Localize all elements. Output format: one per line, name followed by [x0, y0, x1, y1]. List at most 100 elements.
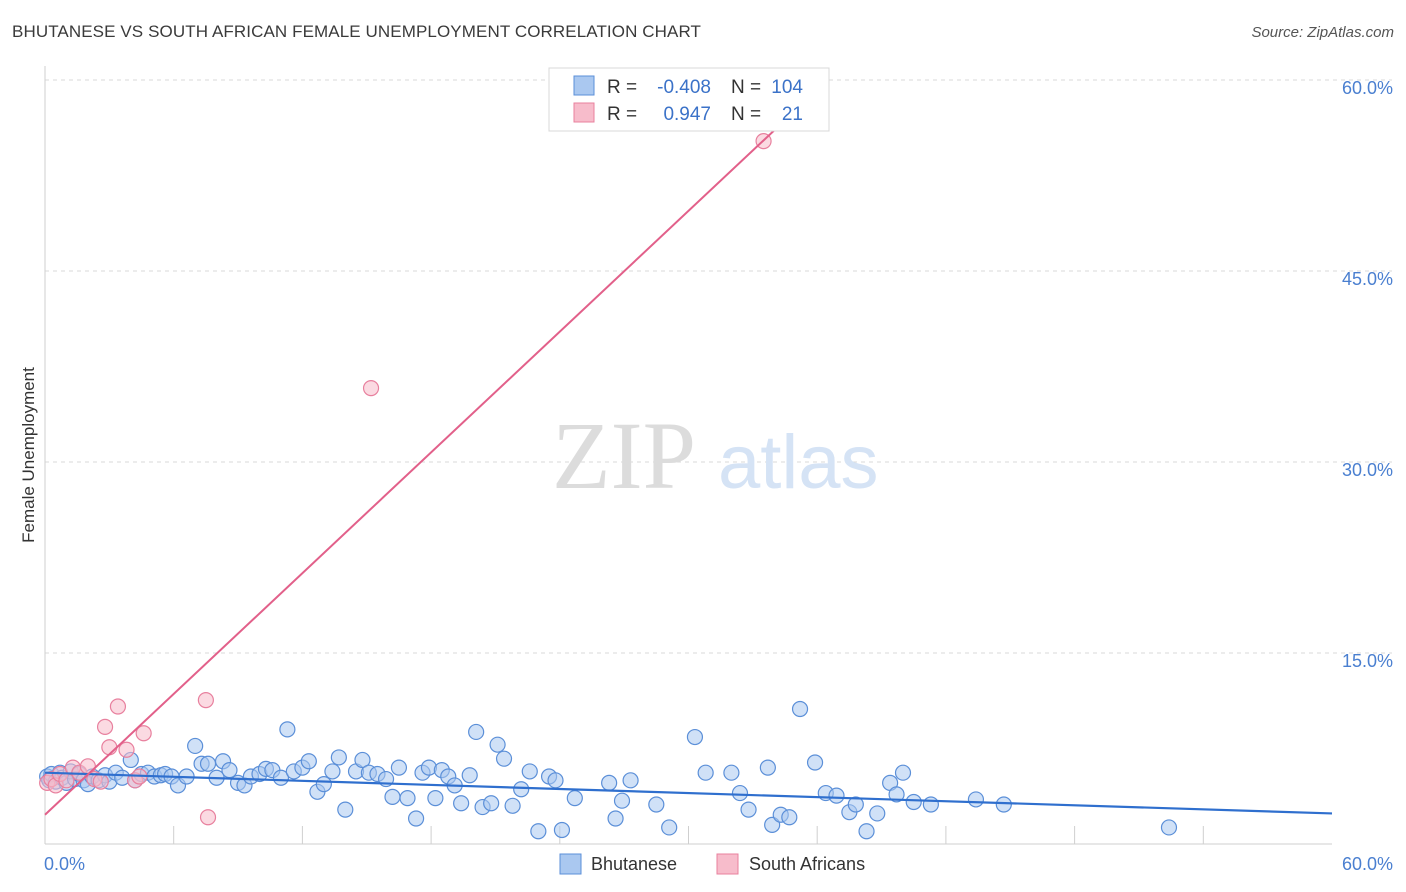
watermark-atlas: atlas — [718, 420, 879, 505]
stats-r-value-south-africans: 0.947 — [663, 104, 711, 125]
legend-label-south-africans[interactable]: South Africans — [749, 854, 865, 874]
bhutanese-point — [461, 767, 478, 784]
stats-r-label-bhutanese: R = — [607, 77, 637, 98]
bhutanese-point — [279, 721, 296, 738]
bhutanese-point — [427, 790, 444, 807]
legend-swatch-bhutanese[interactable] — [559, 853, 582, 875]
bottom-legend: Bhutanese South Africans — [559, 853, 865, 875]
bhutanese-point — [894, 764, 912, 781]
stats-n-value-bhutanese: 104 — [771, 77, 803, 98]
bhutanese-point — [384, 788, 401, 805]
y-tick-label-30: 30.0% — [1342, 460, 1393, 480]
bhutanese-point — [847, 796, 864, 813]
stats-r-value-bhutanese: -0.408 — [657, 77, 711, 98]
bhutanese-point — [330, 749, 347, 766]
watermark: ZIP atlas — [552, 402, 879, 509]
legend-label-bhutanese[interactable]: Bhutanese — [591, 854, 677, 874]
bhutanese-point — [731, 784, 749, 802]
watermark-zip: ZIP — [552, 402, 696, 509]
bhutanese-point — [828, 787, 845, 804]
trend-line-bhutanese — [44, 771, 1333, 815]
bhutanese-point — [324, 763, 341, 780]
bhutanese-point — [407, 810, 425, 827]
bhutanese-point — [504, 797, 521, 814]
y-axis-title: Female Unemployment — [19, 367, 38, 543]
stats-swatch-south-africans — [573, 102, 595, 123]
bhutanese-point — [566, 790, 583, 807]
bhutanese-point — [922, 796, 939, 813]
bhutanese-point — [530, 823, 547, 840]
bhutanese-point — [686, 728, 704, 746]
south-african-point — [199, 809, 217, 826]
y-tick-labels: 15.0% 30.0% 45.0% 60.0% — [1342, 78, 1393, 671]
stats-legend-box — [548, 67, 830, 132]
stats-swatch-bhutanese — [573, 75, 595, 96]
bhutanese-point — [905, 793, 922, 811]
bhutanese-point — [607, 810, 624, 827]
bhutanese-point — [468, 723, 485, 741]
legend-swatch-south-africans[interactable] — [716, 853, 739, 875]
bhutanese-point — [399, 790, 416, 807]
bhutanese-point — [781, 809, 798, 826]
y-tick-label-45: 45.0% — [1342, 269, 1393, 289]
bhutanese-point — [199, 755, 217, 772]
bhutanese-point — [858, 823, 875, 840]
bhutanese-point — [513, 781, 530, 798]
bhutanese-point — [622, 772, 639, 789]
bhutanese-point — [489, 736, 506, 753]
y-tick-label-60: 60.0% — [1342, 78, 1393, 98]
bhutanese-point — [648, 796, 665, 813]
bhutanese-point — [806, 754, 824, 771]
south-african-point — [362, 380, 380, 397]
stats-n-label-bhutanese: N = — [731, 77, 761, 98]
south-african-point — [118, 741, 135, 758]
bhutanese-point — [390, 759, 408, 776]
bhutanese-point — [661, 819, 678, 836]
x-tick-label-max: 60.0% — [1342, 854, 1393, 874]
stats-n-label-south-africans: N = — [731, 104, 761, 125]
source-label: Source: ZipAtlas.com — [1251, 24, 1394, 41]
bhutanese-point — [547, 772, 564, 789]
bhutanese-point — [697, 764, 714, 781]
bhutanese-point — [553, 821, 571, 839]
bhutanese-point — [740, 801, 757, 818]
chart-title: BHUTANESE VS SOUTH AFRICAN FEMALE UNEMPL… — [12, 22, 702, 41]
bhutanese-point — [453, 795, 470, 812]
bhutanese-point — [995, 796, 1012, 813]
stats-legend: R = -0.408 N = 104 R = 0.947 N = 21 — [548, 67, 830, 132]
bhutanese-point — [613, 792, 631, 809]
south-african-point — [109, 698, 127, 715]
bhutanese-point — [521, 763, 538, 780]
bhutanese-point — [483, 795, 500, 812]
south-african-point — [92, 773, 109, 790]
bhutanese-point — [723, 764, 740, 781]
bhutanese-point — [221, 762, 238, 779]
trend-line-south-africans — [44, 79, 829, 816]
bhutanese-point — [300, 753, 317, 770]
x-tick-label-min: 0.0% — [44, 854, 85, 874]
bhutanese-point — [759, 759, 776, 776]
gridlines — [45, 79, 1392, 654]
south-african-point — [96, 718, 114, 735]
stats-r-label-south-africans: R = — [607, 104, 637, 125]
south-african-point — [135, 725, 152, 742]
bhutanese-point — [337, 801, 354, 818]
stats-n-value-south-africans: 21 — [782, 104, 803, 125]
bhutanese-point — [187, 737, 204, 755]
bhutanese-point — [888, 786, 905, 803]
y-tick-label-15: 15.0% — [1342, 651, 1393, 671]
south-african-point — [101, 739, 118, 756]
bhutanese-point — [791, 700, 809, 718]
bhutanese-point — [354, 751, 371, 769]
bhutanese-point — [272, 769, 290, 786]
x-ticks — [173, 826, 1204, 844]
south-african-point — [197, 692, 214, 709]
bhutanese-point — [601, 774, 618, 791]
bhutanese-point — [967, 791, 985, 808]
trend-lines — [44, 79, 1333, 816]
bhutanese-point — [869, 805, 886, 822]
bhutanese-point — [1160, 819, 1178, 836]
bhutanese-point — [315, 776, 332, 793]
bhutanese-point — [495, 750, 513, 767]
